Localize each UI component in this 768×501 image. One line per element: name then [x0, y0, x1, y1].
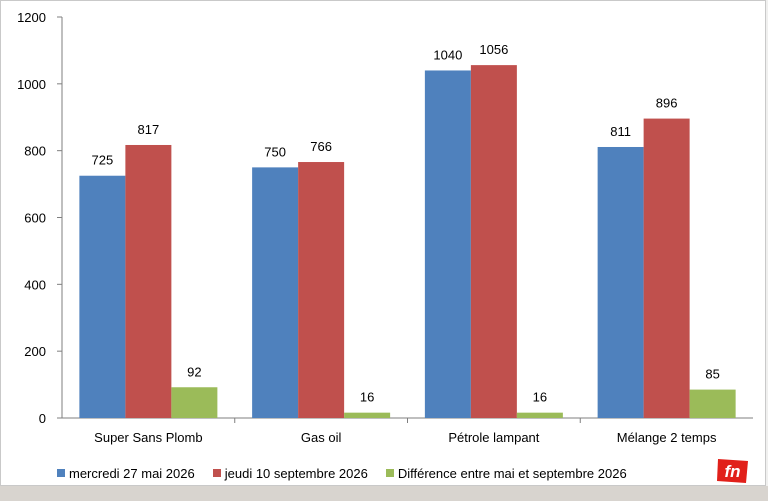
bar-series-2	[298, 162, 345, 418]
legend-label-series-3: Différence entre mai et septembre 2026	[397, 465, 627, 481]
y-tick-label: 200	[24, 344, 46, 359]
x-tick-label: Mélange 2 temps	[617, 430, 717, 445]
data-label-series-1: 725	[92, 153, 114, 168]
bar-series-1	[424, 70, 471, 418]
legend-label-series-1: mercredi 27 mai 2026	[69, 465, 195, 481]
y-tick-label: 600	[24, 211, 46, 226]
y-tick-label: 1000	[17, 77, 46, 92]
x-tick-label: Pétrole lampant	[448, 430, 539, 445]
x-tick-label: Gas oil	[301, 430, 342, 445]
bar-series-3	[516, 412, 563, 418]
y-tick-label: 800	[24, 144, 46, 159]
legend-label-series-2: jeudi 10 septembre 2026	[224, 465, 368, 481]
x-tick-label: Super Sans Plomb	[94, 430, 202, 445]
legend-item-series-1: mercredi 27 mai 2026	[57, 466, 195, 481]
y-tick-label: 1200	[17, 10, 46, 25]
bar-series-2	[643, 118, 690, 418]
bar-series-1	[252, 167, 299, 418]
data-label-series-3: 85	[705, 367, 719, 382]
bar-series-2	[470, 65, 517, 419]
fn-logo: fn	[717, 459, 748, 483]
data-label-series-2: 766	[310, 139, 332, 154]
data-label-series-3: 16	[533, 390, 547, 405]
bar-series-2	[125, 144, 172, 418]
legend-item-series-3: Différence entre mai et septembre 2026	[385, 465, 627, 481]
bar-series-3	[171, 387, 218, 418]
legend-swatch-series-2	[212, 469, 221, 477]
data-label-series-1: 1040	[433, 47, 462, 62]
data-label-series-3: 92	[187, 364, 201, 379]
y-tick-label: 400	[24, 277, 46, 292]
bar-chart: 0 200 400 600 800 1000 1200 725 817 92 Super Sans …	[17, 10, 753, 445]
legend-swatch-series-1	[57, 469, 65, 477]
svg-text:fn: fn	[724, 462, 740, 481]
data-label-series-1: 811	[610, 124, 631, 139]
chart-frame: 0 200 400 600 800 1000 1200 725 817 92 Super Sans …	[0, 0, 766, 486]
data-label-series-2: 817	[138, 122, 160, 137]
data-label-series-2: 1056	[479, 42, 508, 57]
bar-series-1	[79, 175, 126, 418]
data-label-series-2: 896	[656, 96, 678, 111]
y-tick-label: 0	[39, 411, 46, 426]
data-label-series-1: 750	[264, 144, 286, 159]
bar-series-1	[597, 146, 644, 418]
legend-item-series-2: jeudi 10 septembre 2026	[212, 465, 368, 481]
bar-series-3	[689, 389, 736, 418]
legend-swatch-series-3	[385, 469, 394, 477]
data-label-series-3: 16	[360, 390, 374, 405]
legend: mercredi 27 mai 2026 jeudi 10 septembre …	[57, 463, 645, 483]
bar-series-3	[344, 412, 391, 418]
bottom-strip	[0, 486, 768, 501]
